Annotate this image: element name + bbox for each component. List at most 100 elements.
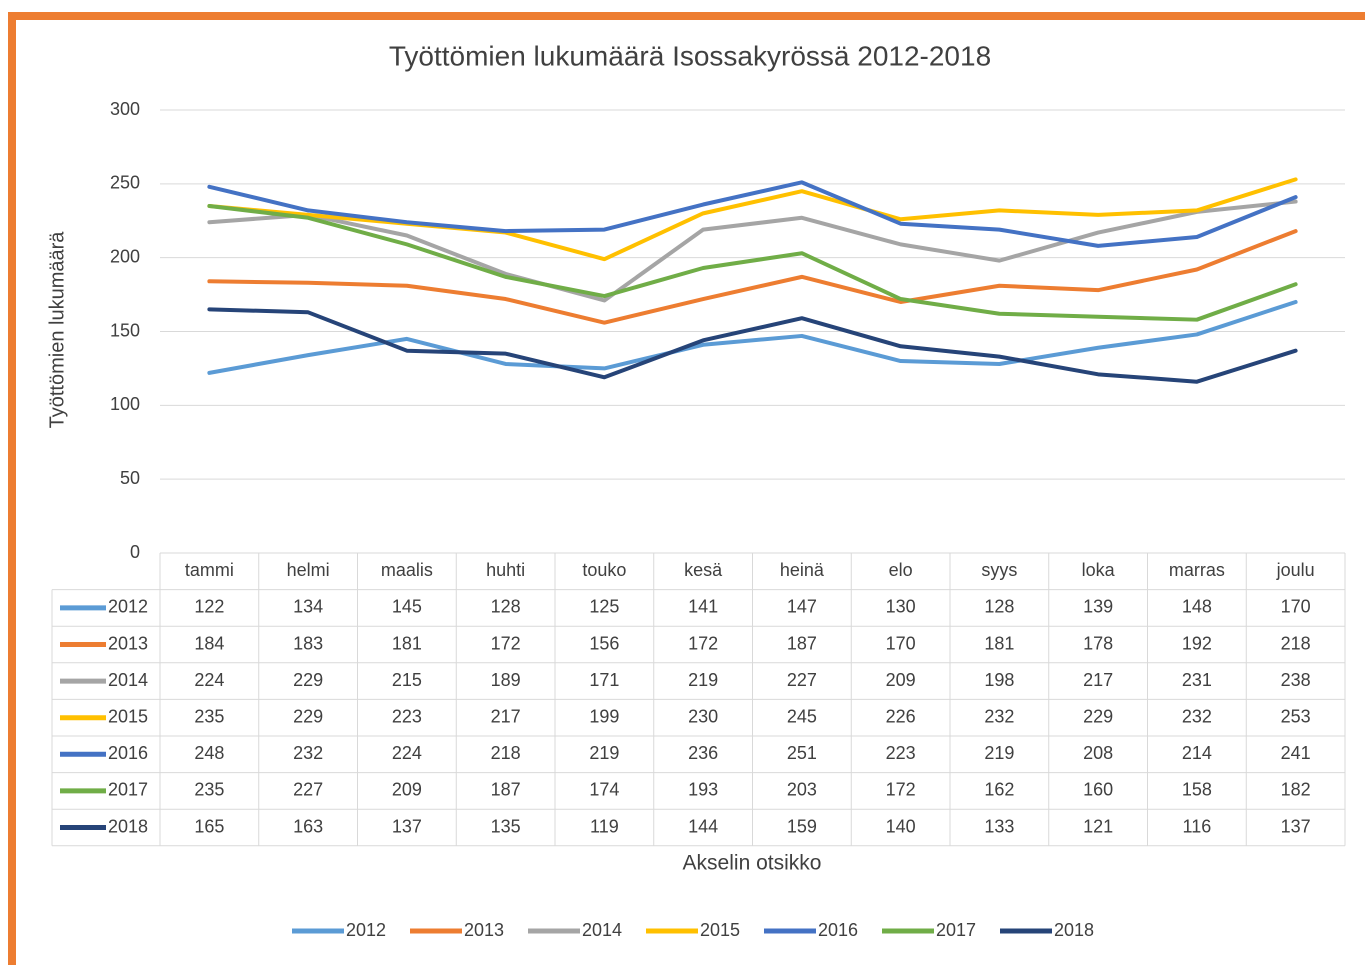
y-tick-label: 100 — [110, 394, 140, 414]
x-tick-label: helmi — [287, 560, 330, 580]
table-value: 128 — [491, 597, 521, 617]
table-value: 187 — [787, 633, 817, 653]
table-value: 162 — [984, 780, 1014, 800]
table-value: 172 — [886, 780, 916, 800]
table-value: 147 — [787, 597, 817, 617]
table-value: 156 — [589, 633, 619, 653]
table-value: 214 — [1182, 743, 1212, 763]
frame-left — [8, 12, 16, 965]
legend-label: 2013 — [464, 920, 504, 940]
table-value: 215 — [392, 670, 422, 690]
table-value: 189 — [491, 670, 521, 690]
x-tick-label: huhti — [486, 560, 525, 580]
table-value: 248 — [194, 743, 224, 763]
table-value: 232 — [1182, 706, 1212, 726]
table-value: 170 — [1281, 597, 1311, 617]
table-row-label: 2013 — [108, 633, 148, 653]
table-value: 229 — [293, 706, 323, 726]
legend-label: 2015 — [700, 920, 740, 940]
table-value: 229 — [293, 670, 323, 690]
x-tick-label: kesä — [684, 560, 723, 580]
table-value: 226 — [886, 706, 916, 726]
x-tick-label: touko — [582, 560, 626, 580]
x-tick-label: marras — [1169, 560, 1225, 580]
table-value: 184 — [194, 633, 224, 653]
table-value: 116 — [1183, 816, 1212, 836]
table-value: 229 — [1083, 706, 1113, 726]
x-tick-label: tammi — [185, 560, 234, 580]
table-value: 199 — [589, 706, 619, 726]
legend-label: 2016 — [818, 920, 858, 940]
table-value: 148 — [1182, 597, 1212, 617]
table-value: 133 — [984, 816, 1014, 836]
legend-label: 2014 — [582, 920, 622, 940]
y-tick-label: 250 — [110, 173, 140, 193]
table-value: 193 — [688, 780, 718, 800]
table-value: 128 — [984, 597, 1014, 617]
table-value: 172 — [491, 633, 521, 653]
table-value: 235 — [194, 780, 224, 800]
table-value: 119 — [590, 816, 619, 836]
table-value: 165 — [194, 816, 224, 836]
table-value: 241 — [1281, 743, 1311, 763]
table-value: 160 — [1083, 780, 1113, 800]
table-value: 217 — [1083, 670, 1113, 690]
table-row-label: 2017 — [108, 780, 148, 800]
table-value: 171 — [589, 670, 619, 690]
table-row-label: 2012 — [108, 597, 148, 617]
table-value: 198 — [984, 670, 1014, 690]
table-value: 174 — [589, 780, 619, 800]
table-value: 187 — [491, 780, 521, 800]
table-value: 236 — [688, 743, 718, 763]
table-value: 218 — [491, 743, 521, 763]
table-value: 181 — [984, 633, 1014, 653]
x-axis-title: Akselin otsikko — [683, 852, 822, 875]
x-tick-label: maalis — [381, 560, 433, 580]
table-value: 145 — [392, 597, 422, 617]
table-value: 181 — [392, 633, 422, 653]
legend-label: 2018 — [1054, 920, 1094, 940]
table-value: 231 — [1182, 670, 1212, 690]
table-row-label: 2014 — [108, 670, 148, 690]
table-value: 251 — [787, 743, 817, 763]
table-value: 141 — [688, 597, 718, 617]
series-line — [207, 203, 1298, 322]
table-value: 137 — [1281, 816, 1311, 836]
series-line — [207, 180, 1298, 248]
table-value: 182 — [1281, 780, 1311, 800]
y-tick-label: 150 — [110, 320, 140, 340]
series-line — [207, 229, 1298, 325]
y-tick-label: 0 — [130, 542, 140, 562]
table-value: 219 — [984, 743, 1014, 763]
table-value: 223 — [886, 743, 916, 763]
series-line — [207, 199, 1298, 303]
table-value: 163 — [293, 816, 323, 836]
table-row-label: 2016 — [108, 743, 148, 763]
frame-top — [8, 12, 1365, 20]
table-value: 253 — [1281, 706, 1311, 726]
table-value: 224 — [194, 670, 224, 690]
x-tick-label: syys — [981, 560, 1017, 580]
table-value: 238 — [1281, 670, 1311, 690]
table-value: 183 — [293, 633, 323, 653]
y-tick-label: 200 — [110, 246, 140, 266]
x-tick-label: elo — [889, 560, 913, 580]
x-tick-label: heinä — [780, 560, 825, 580]
table-value: 203 — [787, 780, 817, 800]
table-value: 227 — [787, 670, 817, 690]
table-value: 245 — [787, 706, 817, 726]
table-value: 178 — [1083, 633, 1113, 653]
table-value: 192 — [1182, 633, 1212, 653]
table-value: 235 — [194, 706, 224, 726]
table-value: 172 — [688, 633, 718, 653]
table-value: 140 — [886, 816, 916, 836]
table-value: 170 — [886, 633, 916, 653]
table-value: 125 — [589, 597, 619, 617]
table-value: 232 — [293, 743, 323, 763]
table-value: 135 — [491, 816, 521, 836]
table-value: 130 — [886, 597, 916, 617]
legend-label: 2012 — [346, 920, 386, 940]
table-value: 219 — [589, 743, 619, 763]
